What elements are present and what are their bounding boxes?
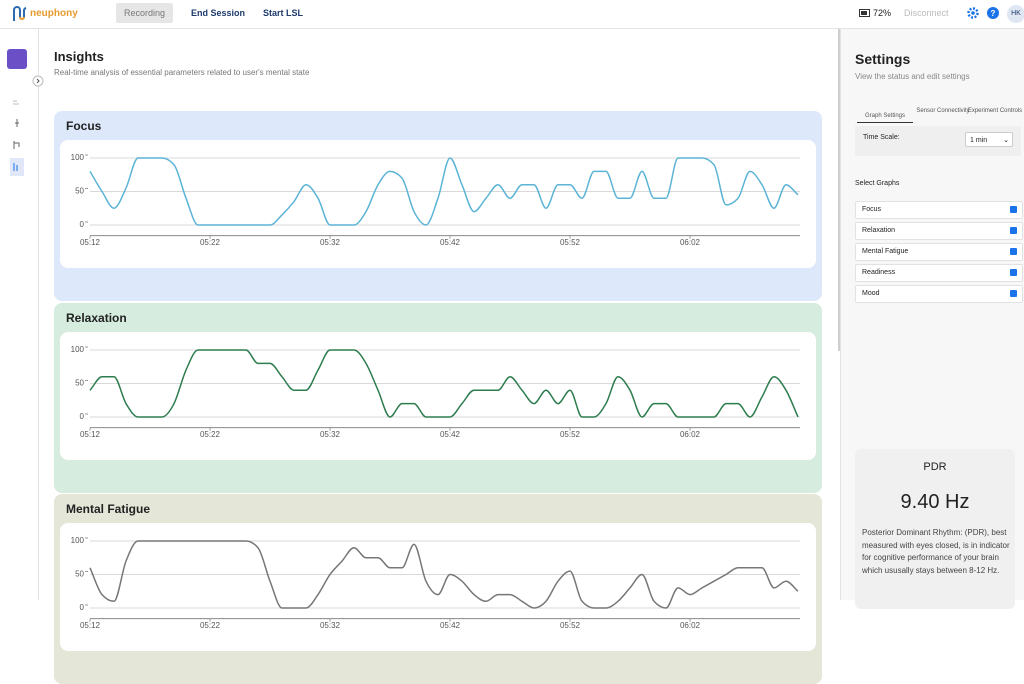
tab-graph-settings[interactable]: Graph Settings bbox=[857, 113, 913, 123]
tab-sensor-connectivity[interactable]: Sensor Connectivity bbox=[916, 108, 970, 114]
x-tick-label: 05:42 bbox=[440, 621, 461, 630]
chart: 0 50 100 05:12 05:22 05:32 05:42 05:52 06:02 bbox=[71, 345, 800, 439]
avatar[interactable]: HK bbox=[1007, 5, 1024, 23]
tab-experiment-controls[interactable]: Experiment Controls bbox=[967, 108, 1023, 114]
collapse-button[interactable] bbox=[32, 75, 44, 87]
x-tick-label: 05:42 bbox=[440, 430, 461, 439]
insights-subtitle: Real-time analysis of essential paramete… bbox=[54, 68, 310, 77]
graph-option-label: Mental Fatigue bbox=[862, 248, 909, 255]
x-tick-label: 05:22 bbox=[200, 430, 221, 439]
pdr-title: PDR bbox=[923, 461, 947, 473]
chart-card: Focus 0 50 100 05:12 05:22 05:32 05:42 05:52 06:0… bbox=[54, 111, 822, 301]
y-tick-label: 100 bbox=[71, 153, 85, 162]
x-tick-label: 05:52 bbox=[560, 621, 581, 630]
chart: 0 50 100 05:12 05:22 05:32 05:42 05:52 06:02 bbox=[71, 536, 800, 630]
y-tick-label: 50 bbox=[75, 187, 84, 196]
x-tick-label: 06:02 bbox=[680, 430, 701, 439]
chart-inner: 0 50 100 05:12 05:22 05:32 05:42 05:52 06:02 bbox=[60, 332, 816, 460]
chart-title: Focus bbox=[66, 119, 102, 133]
graph-option[interactable]: Readiness bbox=[855, 264, 1023, 282]
chart: 0 50 100 05:12 05:22 05:32 05:42 05:52 06:02 bbox=[71, 153, 800, 247]
y-tick-label: 100 bbox=[71, 345, 85, 354]
logo-icon bbox=[13, 6, 27, 21]
graph-option-label: Mood bbox=[862, 290, 880, 297]
x-tick-label: 06:02 bbox=[680, 621, 701, 630]
x-tick-label: 05:32 bbox=[320, 430, 341, 439]
y-tick-label: 0 bbox=[80, 603, 85, 612]
chart-title: Relaxation bbox=[66, 311, 127, 325]
graph-option[interactable]: Focus bbox=[855, 201, 1023, 219]
checkbox[interactable] bbox=[1010, 248, 1017, 255]
x-tick-label: 05:22 bbox=[200, 621, 221, 630]
settings-subtitle: View the status and edit settings bbox=[855, 72, 970, 81]
help-icon[interactable]: ? bbox=[987, 7, 999, 19]
x-tick-label: 05:42 bbox=[440, 238, 461, 247]
nav-recording[interactable]: Recording bbox=[116, 3, 174, 23]
x-tick-label: 05:12 bbox=[80, 621, 101, 630]
y-tick-label: 0 bbox=[80, 220, 85, 229]
pdr-card: PDR 9.40 Hz Posterior Dominant Rhythm: (… bbox=[855, 449, 1015, 609]
data-line bbox=[89, 157, 799, 226]
pdr-value: 9.40 Hz bbox=[900, 491, 970, 513]
sidebar-icons bbox=[10, 100, 24, 176]
disconnect-button[interactable]: Disconnect bbox=[904, 8, 949, 18]
x-tick-label: 05:52 bbox=[560, 238, 581, 247]
battery-level: 72% bbox=[873, 8, 892, 18]
chart-inner: 0 50 100 05:12 05:22 05:32 05:42 05:52 06:02 bbox=[60, 140, 816, 268]
graph-option-label: Readiness bbox=[862, 269, 896, 276]
time-scale-select[interactable]: 1 min ⌄ bbox=[965, 132, 1013, 147]
settings-icon[interactable] bbox=[967, 7, 979, 19]
x-tick-label: 06:02 bbox=[680, 238, 701, 247]
graph-option[interactable]: Relaxation bbox=[855, 222, 1023, 240]
scrollbar[interactable] bbox=[838, 29, 841, 351]
y-tick-label: 0 bbox=[80, 412, 85, 421]
x-tick-label: 05:52 bbox=[560, 430, 581, 439]
x-tick-label: 05:22 bbox=[200, 238, 221, 247]
logo-text: neuphony bbox=[30, 8, 78, 19]
select-arrow: ⌄ bbox=[1003, 137, 1009, 144]
nav-start-lsl[interactable]: Start LSL bbox=[263, 8, 304, 18]
graph-option[interactable]: Mental Fatigue bbox=[855, 243, 1023, 261]
nav-end-session[interactable]: End Session bbox=[191, 8, 246, 18]
x-tick-label: 05:12 bbox=[80, 430, 101, 439]
chart-inner: 0 50 100 05:12 05:22 05:32 05:42 05:52 06:02 bbox=[60, 523, 816, 651]
checkbox[interactable] bbox=[1010, 206, 1017, 213]
chart-title: Mental Fatigue bbox=[66, 502, 151, 516]
top-bar: neuphony Recording End Session Start LSL… bbox=[0, 0, 1024, 29]
chart-card: Relaxation 0 50 100 05:12 05:22 05:32 05:42 05:5… bbox=[54, 303, 822, 493]
pdr-description: Posterior Dominant Rhythm: (PDR), best m… bbox=[862, 528, 1010, 575]
graph-option[interactable]: Mood bbox=[855, 285, 1023, 303]
checkbox[interactable] bbox=[1010, 227, 1017, 234]
svg-text:?: ? bbox=[991, 9, 996, 18]
time-scale-label: Time Scale: bbox=[863, 134, 900, 141]
checkbox[interactable] bbox=[1010, 290, 1017, 297]
x-tick-label: 05:12 bbox=[80, 238, 101, 247]
app-icon[interactable] bbox=[7, 49, 27, 69]
settings-panel: Settings View the status and edit settin… bbox=[840, 29, 1024, 609]
settings-title: Settings bbox=[855, 51, 911, 67]
y-tick-label: 50 bbox=[75, 570, 84, 579]
graph-option-label: Relaxation bbox=[862, 227, 896, 234]
battery-icon bbox=[859, 9, 870, 17]
x-tick-label: 05:32 bbox=[320, 238, 341, 247]
x-tick-label: 05:32 bbox=[320, 621, 341, 630]
chart-card: Mental Fatigue 0 50 100 05:12 05:22 05:32 05:42… bbox=[54, 494, 822, 684]
graph-settings-box: Time Scale: 1 min ⌄ bbox=[855, 126, 1021, 156]
graph-option-label: Focus bbox=[862, 206, 882, 213]
time-scale-value: 1 min bbox=[970, 137, 988, 144]
y-tick-label: 100 bbox=[71, 536, 85, 545]
checkbox[interactable] bbox=[1010, 269, 1017, 276]
insights-title: Insights bbox=[54, 49, 104, 64]
data-line bbox=[89, 540, 799, 609]
select-graphs-label: Select Graphs bbox=[855, 180, 900, 187]
sidebar bbox=[0, 29, 44, 600]
y-tick-label: 50 bbox=[75, 379, 84, 388]
data-line bbox=[89, 349, 799, 418]
